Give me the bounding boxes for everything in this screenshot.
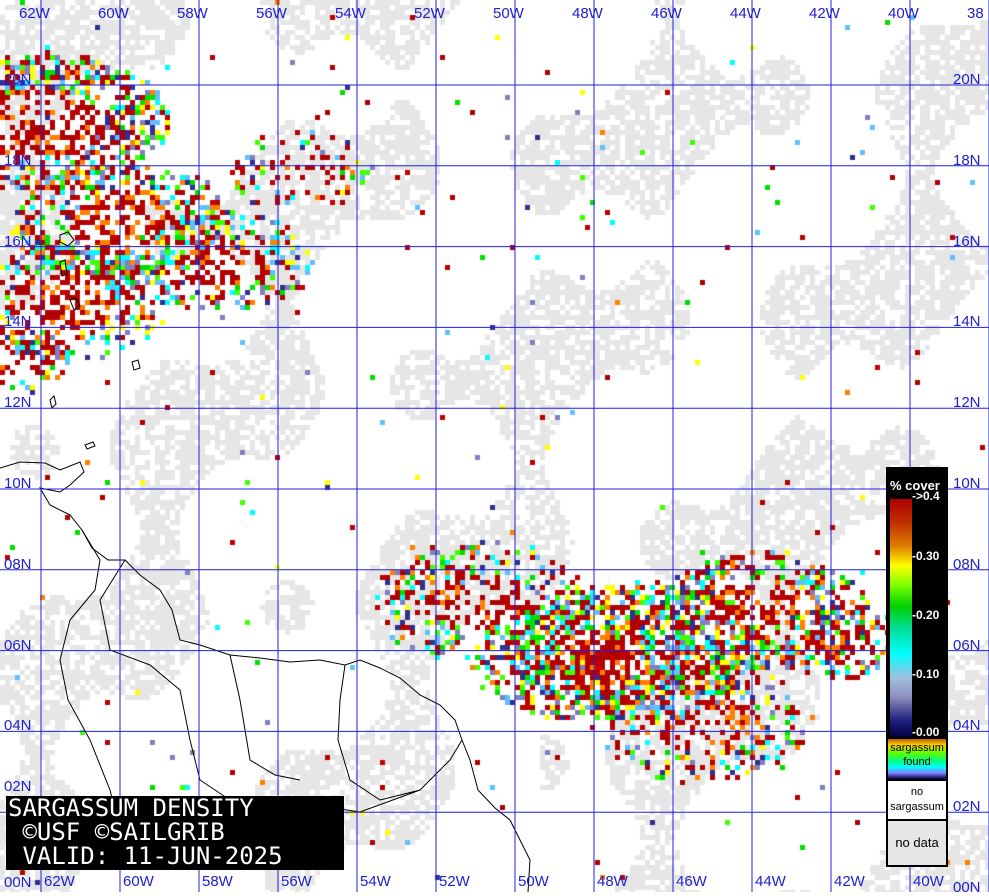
title-line: SARGASSUM DENSITY	[8, 794, 254, 822]
grid-label: 60W	[123, 873, 154, 890]
grid-label: 50W	[518, 873, 549, 890]
grid-label: 08N	[953, 555, 981, 573]
grid-label: 46W	[676, 873, 707, 890]
grid-label: 04N	[4, 717, 32, 735]
grid-label: 54W	[335, 5, 366, 22]
grid-label: 16N	[4, 232, 32, 250]
grid-label: 12N	[953, 394, 981, 412]
border-line	[99, 559, 231, 801]
grid-label: 62W	[44, 873, 75, 890]
legend-label: sargassum	[890, 742, 944, 754]
legend-header: % cover	[890, 478, 940, 493]
grid-label: 44W	[755, 873, 786, 890]
grid-label: 40W	[888, 5, 919, 22]
legend-tick: ->0.4	[912, 489, 940, 503]
grid-label: 42W	[834, 873, 865, 890]
grid-label: 18N	[953, 151, 981, 169]
legend-color-bar	[890, 499, 912, 737]
coastline	[0, 231, 531, 892]
island-outline	[59, 259, 68, 277]
island-outline	[69, 297, 81, 311]
legend-tick: -0.00	[912, 725, 940, 739]
grid-label: 02N	[953, 798, 981, 816]
grid-label: 44W	[730, 5, 761, 22]
grid-label: 16N	[953, 232, 981, 250]
color-legend: % cover ->0.4 -0.30 -0.20 -0.10 -0.00 sa…	[886, 467, 948, 867]
south-america-coastline	[0, 461, 531, 892]
grid-label: 56W	[256, 5, 287, 22]
grid-label: 10N	[4, 475, 32, 492]
grid-label: 62W	[19, 5, 50, 22]
border-line	[59, 529, 121, 831]
grid-label: 40W	[913, 873, 944, 890]
grid-label: 10N	[953, 475, 981, 492]
legend-tick: -0.10	[912, 667, 940, 681]
island-outline	[84, 441, 96, 450]
grid-label: 58W	[202, 873, 233, 890]
legend-no-data: no data	[888, 821, 946, 865]
border-line	[337, 664, 463, 801]
grid-label: 20N	[4, 71, 32, 88]
grid-label: 58W	[177, 5, 208, 22]
grid-label: 00N	[4, 874, 32, 891]
grid-label: 06N	[953, 636, 981, 654]
valid-date: VALID: 11-JUN-2025	[8, 842, 283, 870]
grid-label: 02N	[4, 778, 32, 795]
grid-label: 14N	[4, 313, 32, 331]
grid-label: 54W	[360, 873, 391, 890]
grid-label: 56W	[281, 873, 312, 890]
island-outline	[49, 395, 57, 409]
grid-label: 06N	[4, 636, 32, 654]
grid-label: 48W	[597, 873, 628, 890]
island-outline	[131, 359, 141, 371]
grid-label: 04N	[953, 717, 981, 735]
grid-label: 18N	[4, 151, 32, 169]
legend-label: no	[910, 786, 924, 798]
legend-label: found	[903, 756, 931, 768]
grid-label: 12N	[4, 394, 32, 412]
title-box: SARGASSUM DENSITY ©USF ©SAILGRIB VALID: …	[6, 796, 344, 870]
legend-tick: -0.20	[912, 608, 940, 622]
legend-tick: -0.30	[912, 549, 940, 563]
grid-label: 52W	[414, 5, 445, 22]
island-outline	[59, 231, 75, 247]
grid-label: 20N	[953, 71, 981, 88]
grid-label: 46W	[651, 5, 682, 22]
legend-label: sargassum	[890, 801, 944, 813]
copyright-line: ©USF ©SAILGRIB	[8, 818, 225, 846]
grid-label: 42W	[809, 5, 840, 22]
grid-label: 48W	[572, 5, 603, 22]
grid-label: 52W	[439, 873, 470, 890]
grid-label: 00N	[953, 879, 981, 896]
legend-sargassum-found: sargassum found	[888, 739, 946, 779]
grid-label: 14N	[953, 313, 981, 331]
grid-label: 08N	[4, 555, 32, 573]
grid-label: 60W	[98, 5, 129, 22]
legend-no-sargassum: no sargassum	[888, 781, 946, 819]
grid-label: 50W	[493, 5, 524, 22]
border-line	[229, 654, 301, 781]
grid-label: 38	[967, 5, 984, 22]
